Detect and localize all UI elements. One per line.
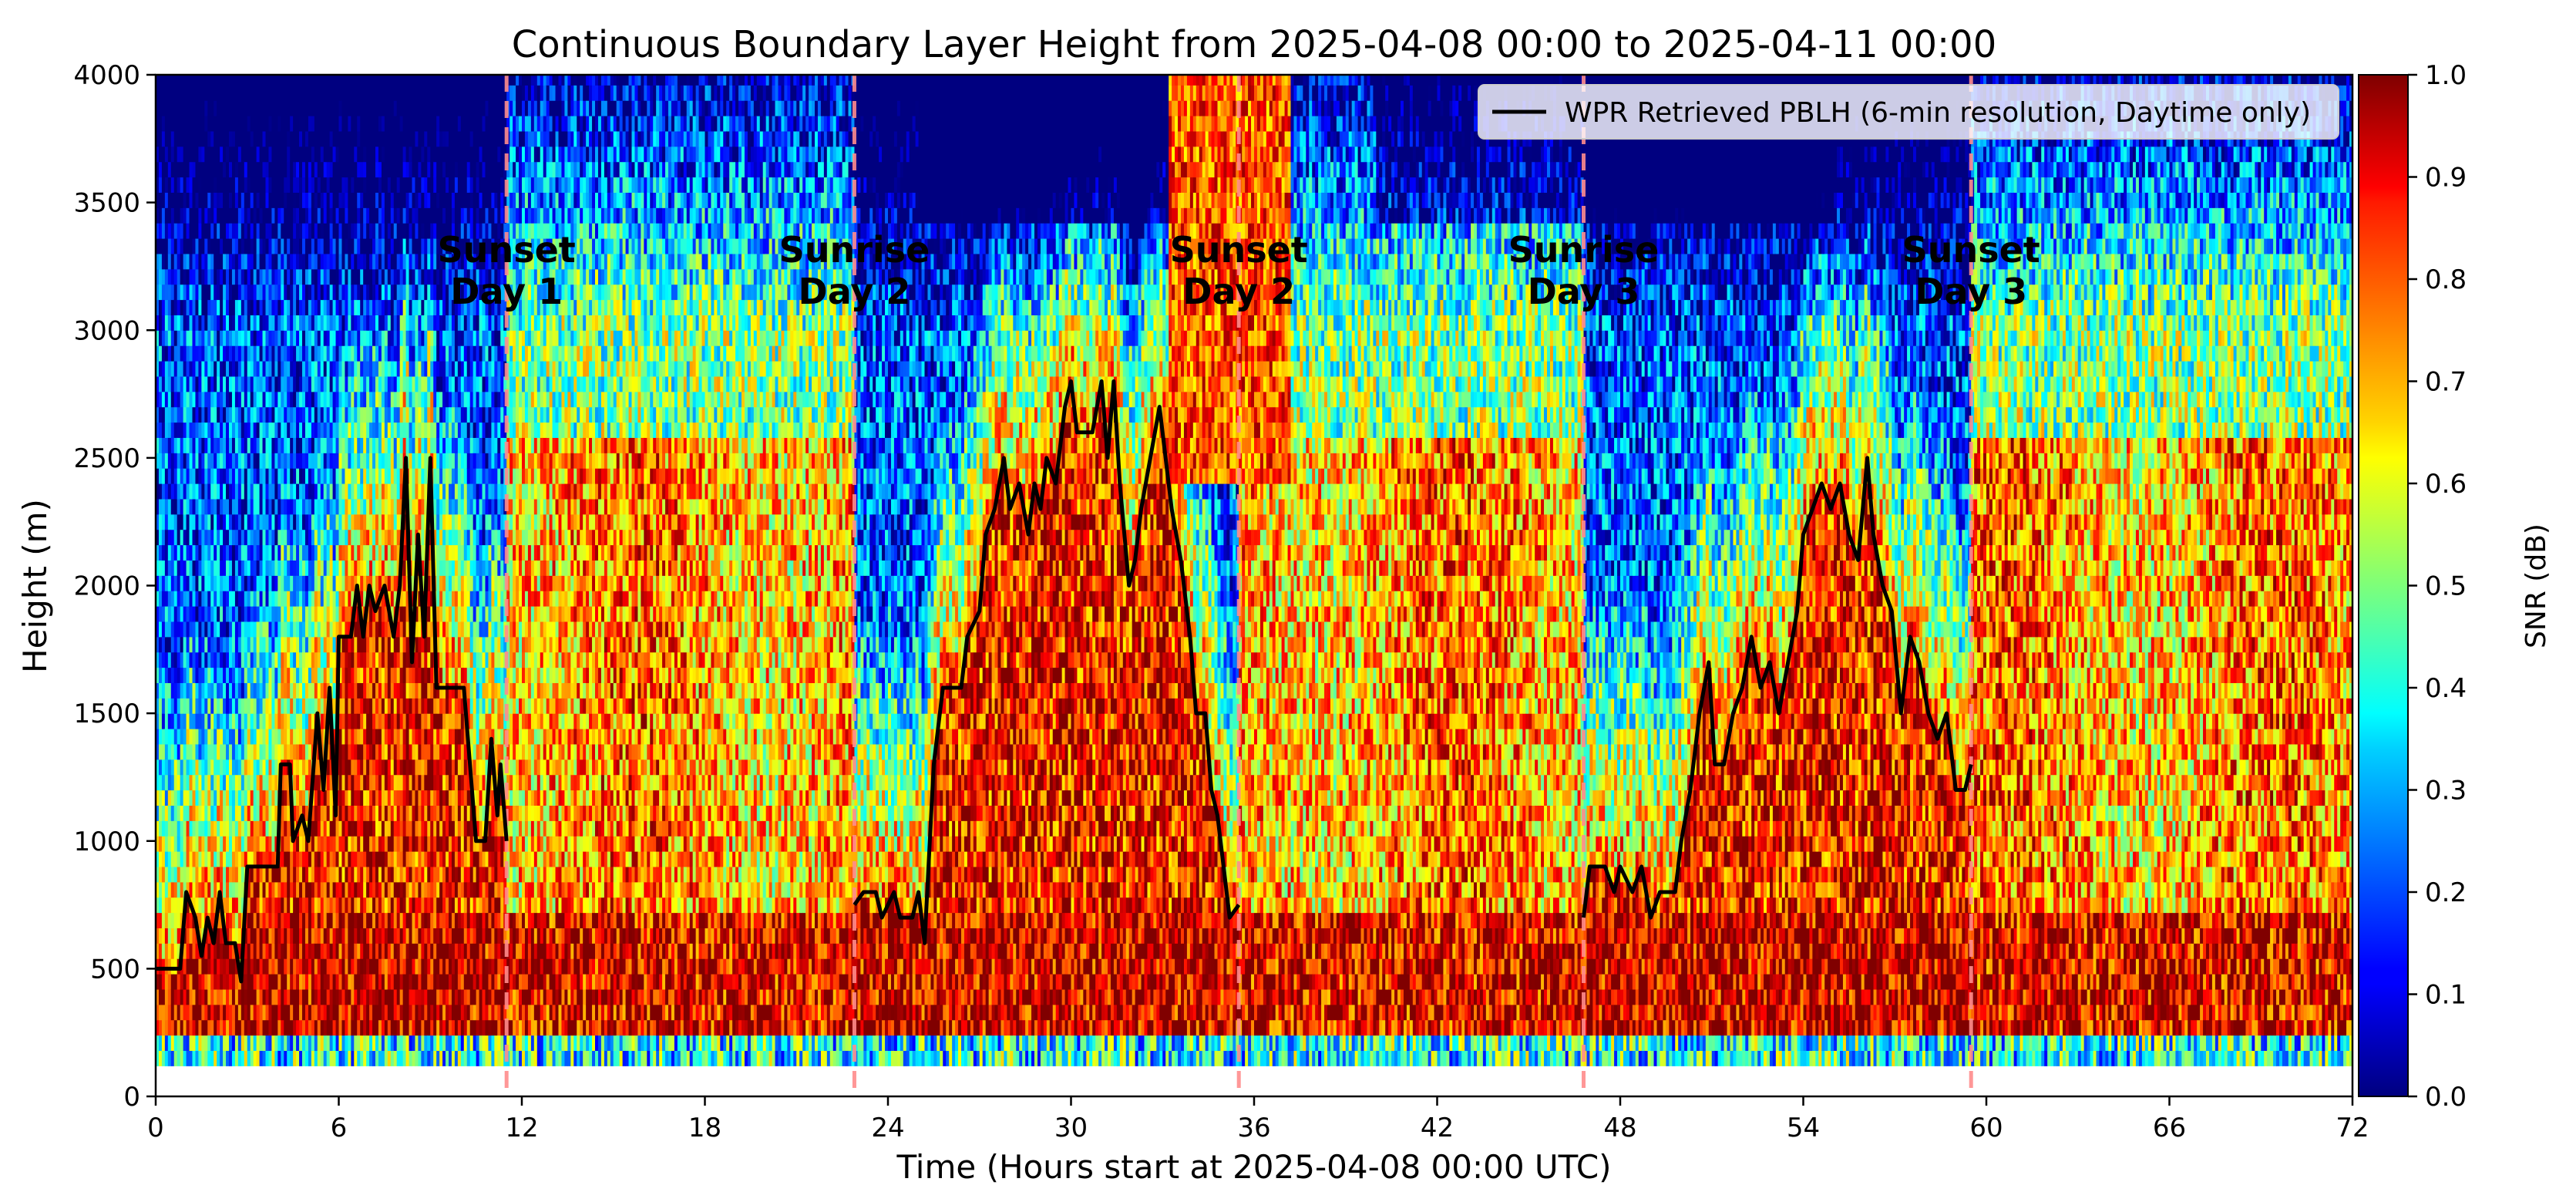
x-tick-label: 12 [505,1113,538,1143]
colorbar-tick-label: 0.1 [2425,980,2467,1011]
chart-title: Continuous Boundary Layer Height from 20… [512,23,1997,66]
event-label-3-line1: Sunset [1170,229,1308,271]
colorbar-tick-label: 0.5 [2425,571,2467,602]
colorbar-label: SNR (dB) [2521,524,2552,648]
event-label-4-line1: Sunrise [1508,229,1660,271]
x-tick-label: 0 [147,1113,164,1143]
event-label-5-line1: Sunset [1902,229,2040,271]
x-tick-label: 60 [1969,1113,2003,1143]
y-tick-label: 3000 [73,315,140,346]
event-label-4-line2: Day 3 [1528,271,1640,312]
legend: WPR Retrieved PBLH (6-min resolution, Da… [1478,85,2339,139]
colorbar-tick-label: 0.4 [2425,673,2467,704]
y-axis: 0 500 1000 1500 2000 2500 3000 3500 4000 [73,60,156,1113]
x-tick-label: 18 [688,1113,721,1143]
y-tick-label: 1500 [73,699,140,729]
colorbar: 0.0 0.1 0.2 0.3 0.4 0.5 0.6 0.7 0.8 0.9 1.0 SNR (d… [2359,60,2552,1113]
x-tick-label: 6 [331,1113,348,1143]
event-label-5-line2: Day 3 [1915,271,2027,312]
x-tick-label: 24 [871,1113,904,1143]
colorbar-gradient [2359,75,2408,1096]
colorbar-tick-label: 0.6 [2425,469,2467,500]
colorbar-tick-label: 0.7 [2425,367,2467,398]
colorbar-tick-label: 1.0 [2425,60,2467,91]
colorbar-tick-label: 0.9 [2425,163,2467,194]
event-label-1-line2: Day 1 [450,271,563,312]
event-label-3-line2: Day 2 [1182,271,1295,312]
x-tick-label: 48 [1603,1113,1636,1143]
y-axis-label: Height (m) [16,499,54,673]
colorbar-tick-label: 0.8 [2425,264,2467,295]
x-tick-label: 54 [1787,1113,1820,1143]
colorbar-tick-label: 0.3 [2425,776,2467,806]
x-tick-label: 36 [1237,1113,1270,1143]
y-tick-label: 500 [90,954,140,985]
y-tick-label: 3500 [73,188,140,219]
colorbar-tick-label: 0.0 [2425,1082,2467,1113]
x-tick-label: 66 [2153,1113,2186,1143]
colorbar-tick-label: 0.2 [2425,877,2467,908]
x-tick-label: 30 [1054,1113,1088,1143]
colorbar-ticks: 0.0 0.1 0.2 0.3 0.4 0.5 0.6 0.7 0.8 0.9 1.0 [2408,60,2467,1113]
event-label-2-line2: Day 2 [799,271,911,312]
event-label-1-line1: Sunset [438,229,576,271]
x-tick-label: 72 [2336,1113,2369,1143]
event-label-2-line1: Sunrise [779,229,930,271]
x-tick-label: 42 [1421,1113,1454,1143]
snr-heatmap [156,69,2353,1066]
x-axis: 0 6 12 18 24 30 36 42 48 54 60 66 72 [147,1096,2369,1143]
y-tick-label: 0 [123,1082,140,1113]
y-tick-label: 2000 [73,571,140,602]
y-tick-label: 4000 [73,60,140,91]
x-axis-label: Time (Hours start at 2025-04-08 00:00 UT… [896,1148,1611,1186]
legend-entry: WPR Retrieved PBLH (6-min resolution, Da… [1565,97,2311,129]
y-tick-label: 1000 [73,827,140,857]
y-tick-label: 2500 [73,443,140,474]
